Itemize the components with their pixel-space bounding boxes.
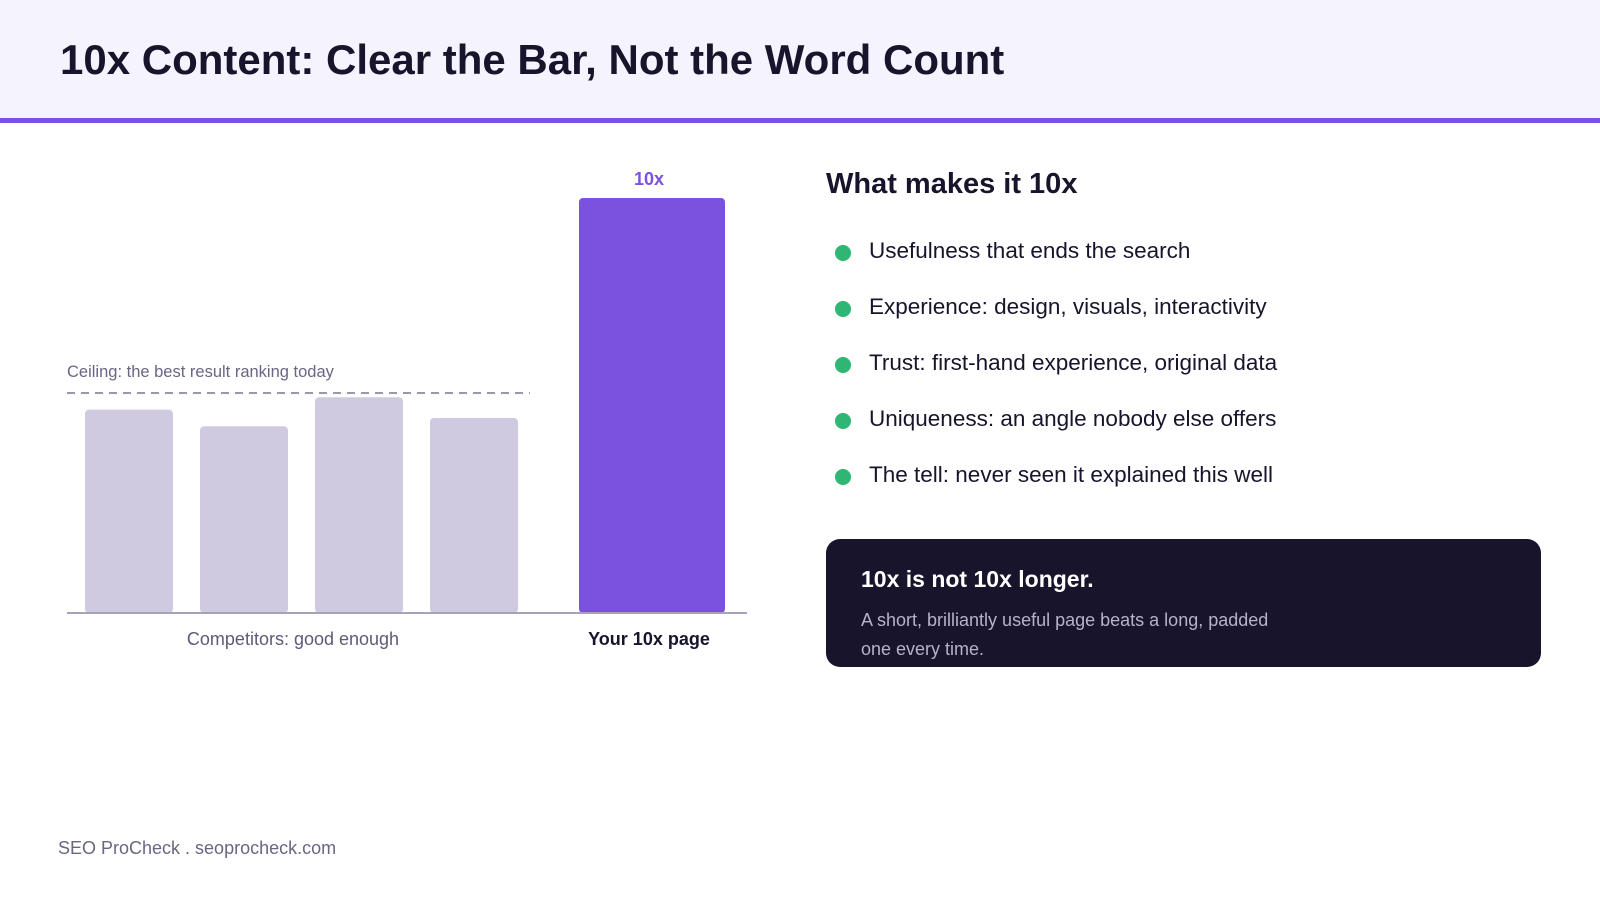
page-title: 10x Content: Clear the Bar, Not the Word… [60,36,1005,83]
bullet-dot-icon [835,469,851,485]
bar-your-10x-page [579,198,725,613]
list-item-text: Experience: design, visuals, interactivi… [869,294,1267,319]
bar-chart: Ceiling: the best result ranking today 1… [67,169,747,649]
panel-title: What makes it 10x [826,168,1078,200]
bullet-dot-icon [835,245,851,261]
bars-group [85,198,725,613]
bar-competitor-3 [315,397,403,613]
list-item-text: Uniqueness: an angle nobody else offers [869,406,1277,431]
footer-credit: SEO ProCheck . seoprocheck.com [58,838,337,858]
qualities-list: Usefulness that ends the search Experien… [826,238,1542,518]
bullet-dot-icon [835,301,851,317]
header-bar: 10x Content: Clear the Bar, Not the Word… [0,0,1600,123]
bar-competitor-1 [85,409,173,613]
list-item-text: Trust: first-hand experience, original d… [869,350,1278,375]
bar-competitor-2 [200,426,288,613]
list-item-text: The tell: never seen it explained this w… [869,462,1273,487]
list-item: Uniqueness: an angle nobody else offers [826,406,1542,462]
list-item: Trust: first-hand experience, original d… [826,350,1542,406]
competitors-group-label: Competitors: good enough [187,629,399,649]
highlight-value-label: 10x [634,169,664,189]
list-item: Experience: design, visuals, interactivi… [826,294,1542,350]
qualities-panel: What makes it 10x Usefulness that ends t… [826,168,1542,487]
callout-box: 10x is not 10x longer. A short, brillian… [826,539,1541,667]
bullet-dot-icon [835,357,851,373]
your-page-group-label: Your 10x page [588,629,710,649]
callout-body: A short, brilliantly useful page beats a… [861,610,1269,659]
bullet-dot-icon [835,413,851,429]
list-item: The tell: never seen it explained this w… [826,462,1542,518]
list-item: Usefulness that ends the search [826,238,1542,294]
ceiling-label: Ceiling: the best result ranking today [67,363,335,381]
bar-competitor-4 [430,417,518,613]
list-item-text: Usefulness that ends the search [869,238,1191,263]
callout-title: 10x is not 10x longer. [861,566,1094,592]
